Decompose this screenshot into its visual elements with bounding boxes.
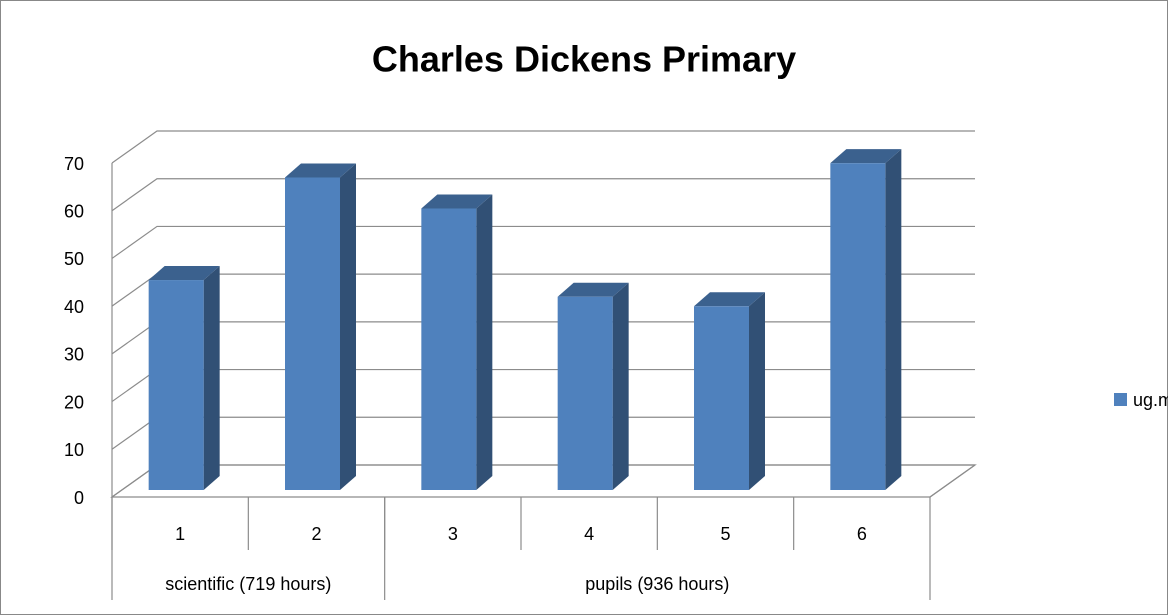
bar-top	[285, 163, 356, 178]
x-tick-label: 4	[584, 524, 594, 544]
x-tick-label: 2	[311, 524, 321, 544]
legend-swatch	[1114, 393, 1127, 406]
x-tick-label: 5	[720, 524, 730, 544]
bar-top	[694, 292, 765, 307]
bar-top	[421, 194, 493, 209]
bar-side	[340, 163, 356, 490]
bar	[557, 296, 613, 490]
bar-top	[557, 282, 629, 297]
y-tick-label: 60	[64, 201, 84, 221]
chart-title: Charles Dickens Primary	[372, 39, 796, 80]
bar-side	[885, 149, 902, 490]
bar	[421, 208, 477, 490]
bar-side	[203, 266, 220, 490]
bar-side	[476, 194, 493, 490]
x-tick-label: 6	[857, 524, 867, 544]
y-tick-label: 40	[64, 297, 84, 317]
y-tick-label: 20	[64, 392, 84, 412]
grid-line	[111, 130, 975, 164]
bar-side	[612, 282, 629, 490]
bar-side	[749, 292, 765, 490]
y-tick-label: 10	[64, 440, 84, 460]
floor-right	[929, 464, 976, 498]
group-label: pupils (936 hours)	[585, 574, 729, 594]
bar	[830, 163, 886, 490]
y-tick-label: 70	[64, 154, 84, 174]
x-tick-label: 3	[448, 524, 458, 544]
y-tick-label: 30	[64, 345, 84, 365]
x-tick-label: 1	[175, 524, 185, 544]
grid-line	[111, 178, 975, 212]
legend-label: ug.m-3	[1133, 390, 1168, 410]
y-tick-label: 50	[64, 249, 84, 269]
bar-top	[830, 149, 902, 164]
bar	[285, 177, 340, 490]
bar	[148, 280, 204, 490]
bar	[694, 306, 749, 490]
grid-line	[111, 225, 975, 259]
bar-top	[148, 266, 220, 281]
group-label: scientific (719 hours)	[165, 574, 331, 594]
y-tick-label: 0	[74, 488, 84, 508]
